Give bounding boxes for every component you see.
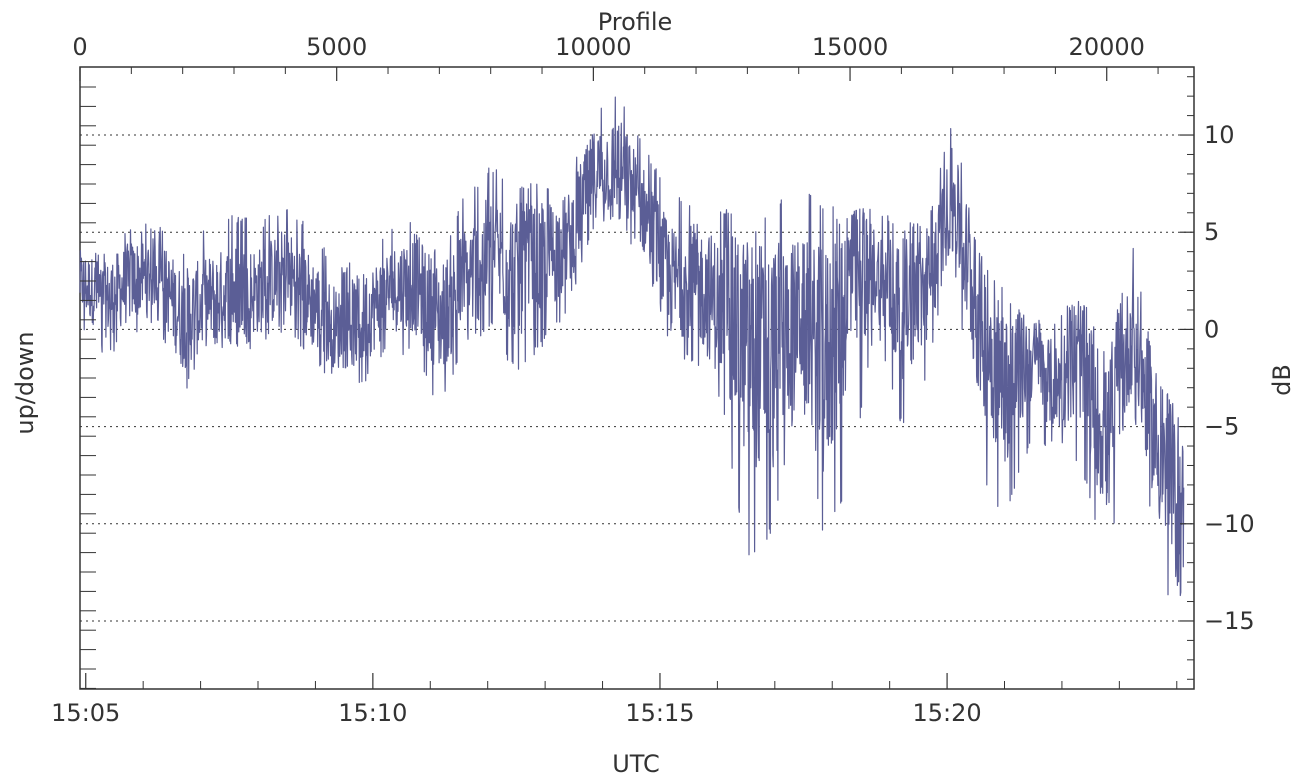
top-axis-title: Profile	[598, 8, 673, 36]
axis-tick-labels: 10 5 0 −5 −10 −15 0 5000 10000 15000 20000 15:05 15:…	[51, 33, 1254, 727]
top-axis-tick-label: 0	[72, 33, 87, 61]
top-axis-tick-label: 20000	[1069, 33, 1145, 61]
top-axis-tick-label: 15000	[812, 33, 888, 61]
data-series-line	[79, 96, 1185, 597]
right-axis-title: dB	[1268, 364, 1296, 396]
top-axis-tick-label: 10000	[555, 33, 631, 61]
right-axis-tick-label: 10	[1204, 121, 1235, 149]
bottom-axis-tick-label: 15:05	[51, 699, 120, 727]
right-axis-tick-label: −5	[1204, 413, 1239, 441]
right-axis-tick-label: −15	[1204, 607, 1255, 635]
right-axis-tick-label: 5	[1204, 218, 1219, 246]
top-axis-tick-label: 5000	[306, 33, 367, 61]
bottom-axis-tick-label: 15:20	[912, 699, 981, 727]
bottom-axis-title: UTC	[612, 750, 660, 778]
right-axis-tick-label: 0	[1204, 315, 1219, 343]
left-axis-title: up/down	[11, 331, 39, 434]
axis-ticks	[79, 67, 1194, 689]
bottom-axis-tick-label: 15:10	[338, 699, 407, 727]
right-axis-tick-label: −10	[1204, 510, 1255, 538]
bottom-axis-tick-label: 15:15	[625, 699, 694, 727]
